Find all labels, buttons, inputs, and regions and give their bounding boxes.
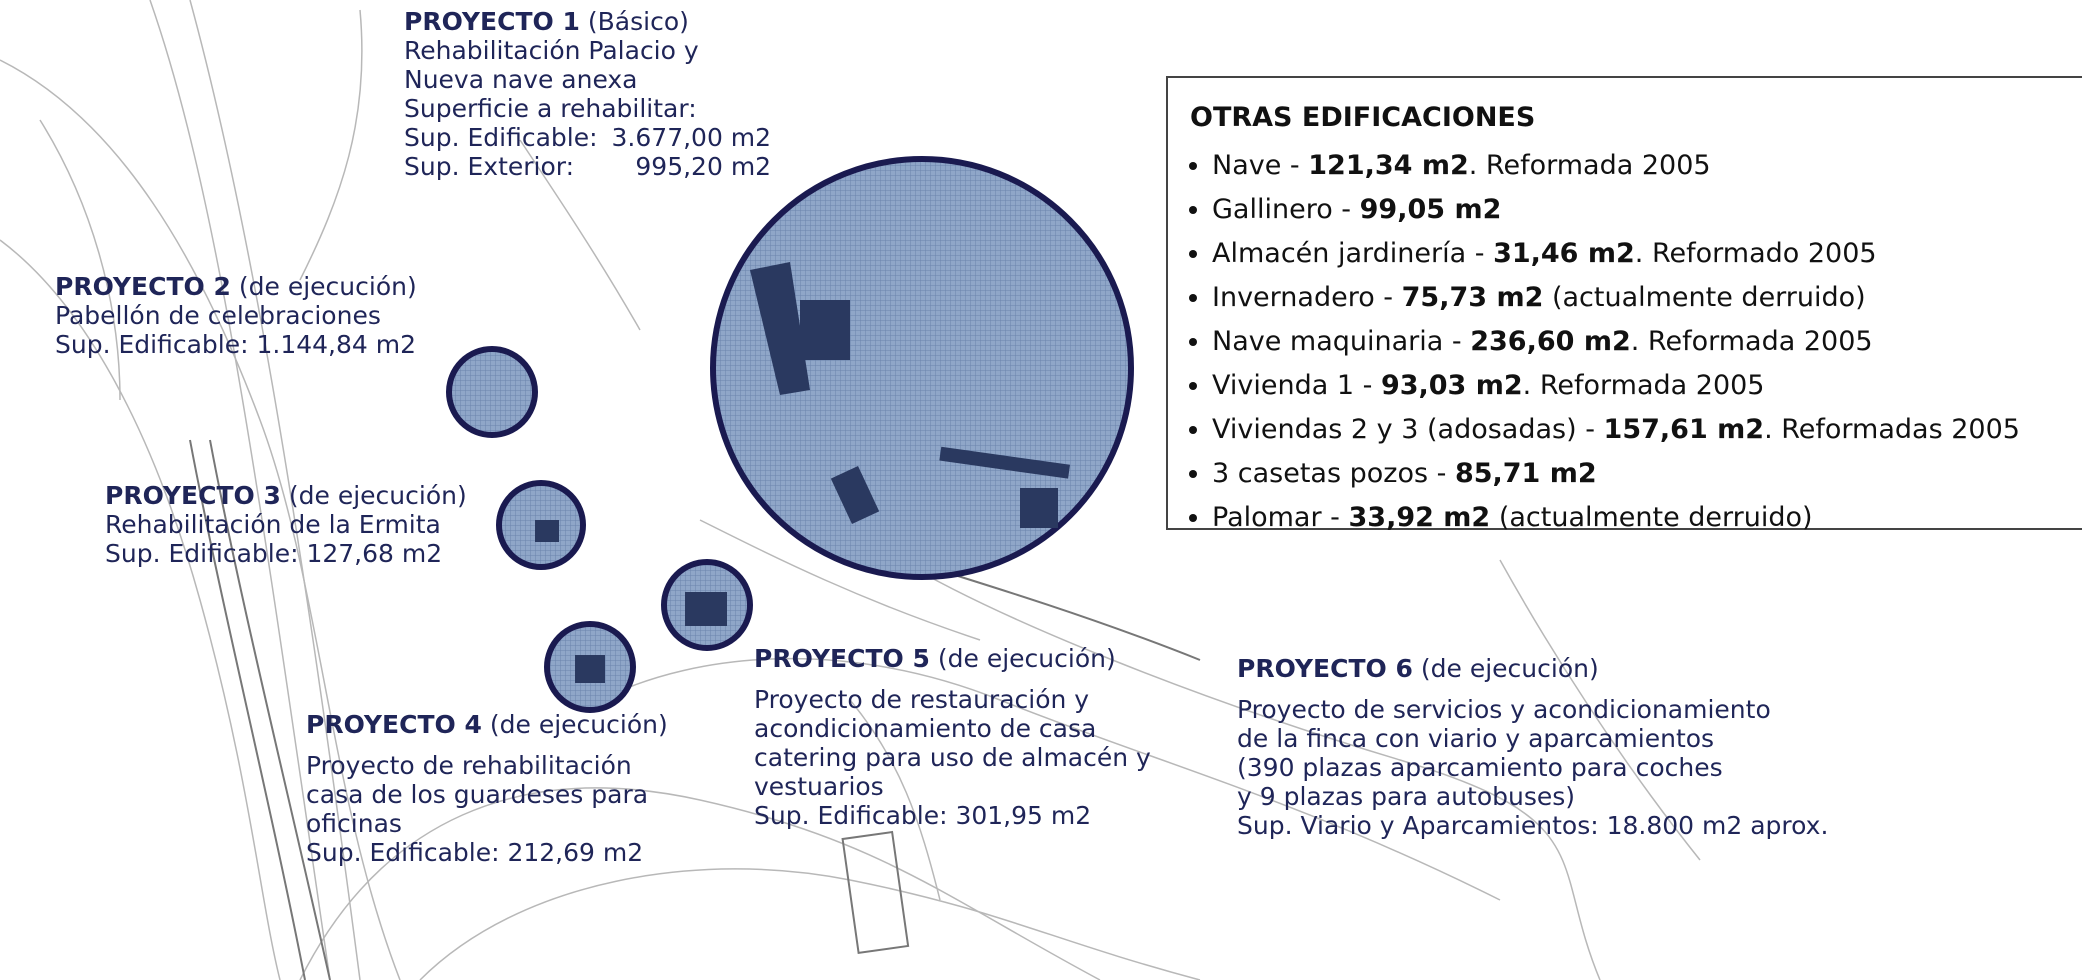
- building-name: 3 casetas pozos -: [1212, 458, 1455, 489]
- building-area: 31,46 m2: [1493, 238, 1635, 269]
- project-heading: PROYECTO 3 (de ejecución): [105, 481, 467, 510]
- area-label: Sup. Exterior:: [404, 152, 575, 181]
- project-line: Rehabilitación Palacio y: [404, 36, 699, 65]
- building-area: 236,60 m2: [1470, 326, 1631, 357]
- building-note: . Reformada 2005: [1522, 370, 1765, 401]
- spacer: [754, 673, 1151, 685]
- project-line: Sup. Edificable: 301,95 m2: [754, 801, 1092, 830]
- spacer: [1237, 683, 1828, 695]
- building-item: Vivienda 1 - 93,03 m2. Reformada 2005: [1212, 364, 2082, 408]
- area-label: Sup. Edificable:: [404, 123, 598, 152]
- spacer: [306, 739, 668, 751]
- building-item: Nave - 121,34 m2. Reformada 2005: [1212, 144, 2082, 188]
- project-heading: PROYECTO 1 (Básico): [404, 7, 771, 36]
- project-line: Proyecto de rehabilitación: [306, 751, 632, 780]
- project-kind: (de ejecución): [489, 710, 668, 739]
- building-note: . Reformada 2005: [1468, 150, 1711, 181]
- project-title: PROYECTO 6: [1237, 654, 1413, 683]
- project-label: PROYECTO 4 (de ejecución) Proyecto de reha…: [306, 710, 668, 867]
- project-line: de la finca con viario y aparcamientos: [1237, 724, 1715, 753]
- buildings: [535, 262, 1071, 683]
- building-area: 85,71 m2: [1454, 458, 1597, 489]
- project-line: Superficie a rehabilitar:: [404, 94, 697, 123]
- project-line: Nueva nave anexa: [404, 65, 638, 94]
- building-item: 3 casetas pozos - 85,71 m2: [1212, 452, 2082, 496]
- project-line: Sup. Edificable: 1.144,84 m2: [55, 330, 416, 359]
- building-name: Nave -: [1212, 150, 1309, 181]
- project-line: (390 plazas aparcamiento para coches: [1237, 753, 1723, 782]
- building-name: Vivienda 1 -: [1212, 370, 1381, 401]
- building-item: Viviendas 2 y 3 (adosadas) - 157,61 m2. …: [1212, 408, 2082, 452]
- area-circle: [446, 346, 538, 438]
- project-kind: (de ejecución): [937, 644, 1116, 673]
- building-note: (actualmente derruido): [1543, 282, 1866, 313]
- project-kind: (de ejecución): [1420, 654, 1599, 683]
- building-area: 75,73 m2: [1401, 282, 1544, 313]
- project-title: PROYECTO 5: [754, 644, 930, 673]
- building-area: 99,05 m2: [1359, 194, 1502, 225]
- project-line: Sup. Edificable: 127,68 m2: [105, 539, 443, 568]
- building-note: (actualmente derruido): [1490, 502, 1813, 533]
- contour-lines: [0, 0, 1701, 980]
- project-label: PROYECTO 2 (de ejecución) Pabellón de cele…: [55, 272, 417, 359]
- building-item: Nave maquinaria - 236,60 m2. Reformada 2…: [1212, 320, 2082, 364]
- project-heading: PROYECTO 5 (de ejecución): [754, 644, 1151, 673]
- building-item: Almacén jardinería - 31,46 m2. Reformado…: [1212, 232, 2082, 276]
- project-kind: (de ejecución): [238, 272, 417, 301]
- project-line: vestuarios: [754, 772, 884, 801]
- building-name: Palomar -: [1212, 502, 1349, 533]
- project-label: PROYECTO 3 (de ejecución) Rehabilitación d…: [105, 481, 467, 568]
- building-item: Palomar - 33,92 m2 (actualmente derruido…: [1212, 496, 2082, 540]
- project-line: casa de los guardeses para: [306, 780, 649, 809]
- area-value: 3.677,00 m2: [611, 123, 772, 152]
- project-heading: PROYECTO 6 (de ejecución): [1237, 654, 1828, 683]
- project-title: PROYECTO 3: [105, 481, 281, 510]
- building-name: Nave maquinaria -: [1212, 326, 1471, 357]
- project-label: PROYECTO 5 (de ejecución) Proyecto de rest…: [754, 644, 1151, 830]
- building-list: Nave - 121,34 m2. Reformada 2005Galliner…: [1190, 144, 2082, 540]
- project-line: catering para uso de almacén y: [754, 743, 1151, 772]
- project-areas: [446, 156, 1134, 713]
- building-note: . Reformadas 2005: [1764, 414, 2020, 445]
- project-title: PROYECTO 2: [55, 272, 231, 301]
- project-label: PROYECTO 1 (Básico) Rehabilitación Palacio…: [404, 7, 771, 181]
- building-name: Invernadero -: [1212, 282, 1402, 313]
- project-line: Sup. Viario y Aparcamientos: 18.800 m2 a…: [1237, 811, 1829, 840]
- project-line: Proyecto de servicios y acondicionamient…: [1237, 695, 1771, 724]
- project-heading: PROYECTO 2 (de ejecución): [55, 272, 417, 301]
- building-item: Gallinero - 99,05 m2: [1212, 188, 2082, 232]
- project-line: y 9 plazas para autobuses): [1237, 782, 1576, 811]
- project-line: Rehabilitación de la Ermita: [105, 510, 441, 539]
- building-name: Almacén jardinería -: [1212, 238, 1494, 269]
- building-note: . Reformada 2005: [1630, 326, 1873, 357]
- panel-title: OTRAS EDIFICACIONES: [1190, 102, 1536, 133]
- project-heading: PROYECTO 4 (de ejecución): [306, 710, 668, 739]
- project-line: acondicionamiento de casa: [754, 714, 1097, 743]
- building-area: 121,34 m2: [1308, 150, 1469, 181]
- project-title: PROYECTO 1: [404, 7, 580, 36]
- building-area: 157,61 m2: [1603, 414, 1765, 445]
- area-table: Sup. Edificable: 3.677,00 m2 Sup. Exterior…: [404, 123, 771, 181]
- project-label: PROYECTO 6 (de ejecución) Proyecto de serv…: [1237, 654, 1828, 840]
- project-line: oficinas: [306, 809, 402, 838]
- project-line: Sup. Edificable: 212,69 m2: [306, 838, 644, 867]
- building-area: 93,03 m2: [1380, 370, 1523, 401]
- other-buildings-panel: OTRAS EDIFICACIONES Nave - 121,34 m2. Re…: [1166, 76, 2082, 533]
- building-area: 33,92 m2: [1348, 502, 1491, 533]
- building-name: Gallinero -: [1212, 194, 1360, 225]
- project-line: Proyecto de restauración y: [754, 685, 1090, 714]
- building-item: Invernadero - 75,73 m2 (actualmente derr…: [1212, 276, 2082, 320]
- project-line: Pabellón de celebraciones: [55, 301, 381, 330]
- building-note: . Reformado 2005: [1634, 238, 1877, 269]
- project-title: PROYECTO 4: [306, 710, 482, 739]
- area-value: 995,20 m2: [635, 152, 772, 181]
- project-kind: (de ejecución): [288, 481, 467, 510]
- project-kind: (Básico): [587, 7, 689, 36]
- building-name: Viviendas 2 y 3 (adosadas) -: [1212, 414, 1604, 445]
